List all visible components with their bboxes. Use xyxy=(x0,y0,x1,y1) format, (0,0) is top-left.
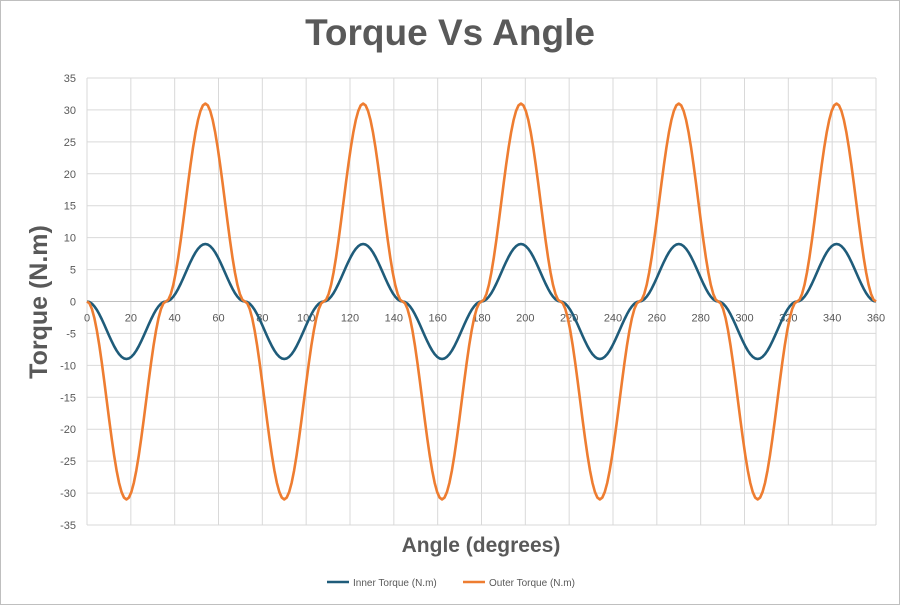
x-tick-label: 0 xyxy=(84,313,90,325)
x-tick-label: 300 xyxy=(735,313,753,325)
x-tick-label: 360 xyxy=(867,313,885,325)
y-tick-label: -30 xyxy=(60,488,76,500)
x-tick-label: 20 xyxy=(125,313,137,325)
y-tick-label: -20 xyxy=(60,424,76,436)
y-tick-label: -25 xyxy=(60,456,76,468)
y-tick-label: 10 xyxy=(64,233,76,245)
y-tick-label: -35 xyxy=(60,520,76,532)
x-tick-label: 180 xyxy=(472,313,490,325)
x-axis-title: Angle (degrees) xyxy=(402,534,561,557)
series-line-outer-torque xyxy=(86,102,877,501)
x-tick-label: 200 xyxy=(516,313,534,325)
y-tick-labels: 35 30 25 20 15 10 5 0 -5 -10 -15 -20 -25 -30 -35 xyxy=(60,73,76,532)
y-tick-label: 0 xyxy=(70,297,76,309)
x-tick-label: 280 xyxy=(691,313,709,325)
y-tick-label: 15 xyxy=(64,201,76,213)
x-tick-label: 120 xyxy=(341,313,359,325)
x-tick-label: 160 xyxy=(428,313,446,325)
x-tick-label: 260 xyxy=(648,313,666,325)
legend-label: Outer Torque (N.m) xyxy=(489,578,575,589)
series-lines xyxy=(86,102,877,501)
y-tick-label: 30 xyxy=(64,105,76,117)
y-tick-label: 35 xyxy=(64,73,76,85)
x-tick-label: 240 xyxy=(604,313,622,325)
y-tick-label: -5 xyxy=(66,328,76,340)
chart-title: Torque Vs Angle xyxy=(305,12,595,53)
y-tick-label: -15 xyxy=(60,392,76,404)
y-tick-label: 20 xyxy=(64,169,76,181)
y-tick-label: -10 xyxy=(60,360,76,372)
legend: Inner Torque (N.m) Outer Torque (N.m) xyxy=(327,578,575,589)
legend-label: Inner Torque (N.m) xyxy=(353,578,437,589)
x-tick-label: 340 xyxy=(823,313,841,325)
x-tick-label: 60 xyxy=(212,313,224,325)
x-tick-labels: 0 20 40 60 80 100 120 140 160 180 200 220 240 260 280 3… xyxy=(84,313,885,325)
y-tick-label: 25 xyxy=(64,137,76,149)
y-tick-label: 5 xyxy=(70,265,76,277)
x-tick-label: 40 xyxy=(169,313,181,325)
x-tick-label: 140 xyxy=(385,313,403,325)
y-axis-title: Torque (N.m) xyxy=(25,225,53,379)
